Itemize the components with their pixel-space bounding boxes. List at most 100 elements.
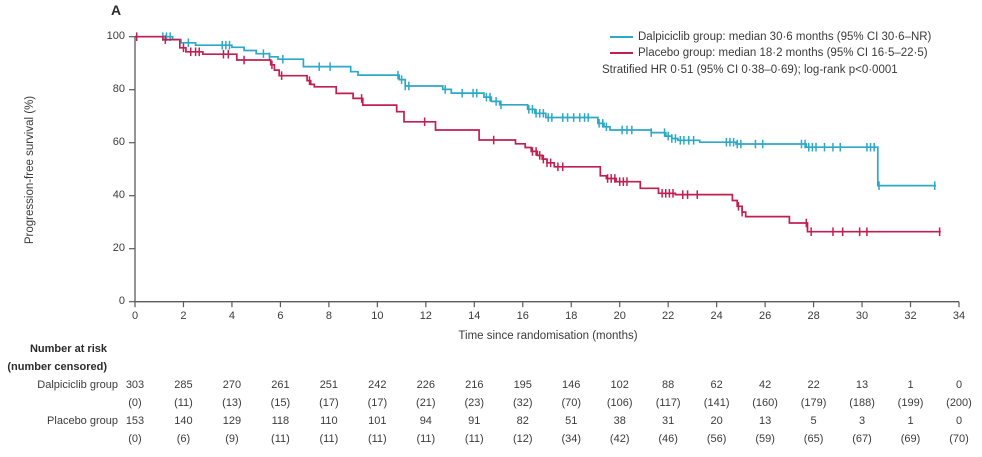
risk-table-header-line2: (number censored)	[7, 361, 107, 373]
risk-count-cell: 0	[955, 379, 963, 391]
panel-label: A	[111, 2, 122, 18]
y-tick-label: 20	[112, 242, 125, 255]
x-tick-label: 34	[952, 310, 966, 323]
risk-count-cell: 129	[222, 415, 242, 427]
risk-table-header-line1: Number at risk	[29, 343, 107, 355]
risk-row-label-placebo: Placebo group	[47, 415, 118, 427]
x-tick-label: 18	[565, 310, 578, 323]
x-tick-label: 6	[277, 310, 284, 323]
x-tick-label: 20	[613, 310, 626, 323]
risk-count-cell: 82	[516, 415, 529, 427]
risk-censored-cell: (11)	[271, 433, 290, 445]
x-tick-label: 26	[758, 310, 772, 323]
risk-count-cell: 226	[416, 379, 435, 391]
legend: Dalpiciclib group: median 30·6 months (9…	[602, 29, 931, 78]
risk-count-cell: 110	[320, 415, 338, 427]
x-tick-label: 8	[325, 310, 332, 323]
risk-censored-cell: (188)	[849, 397, 875, 409]
risk-censored-cell: (11)	[367, 433, 387, 445]
x-axis-title: Time since randomisation (months)	[458, 330, 638, 342]
risk-count-cell: 1	[907, 379, 914, 391]
y-tick-label: 40	[112, 189, 125, 202]
risk-censored-cell: (69)	[900, 433, 921, 445]
risk-count-cell: 94	[419, 415, 432, 427]
risk-censored-cell: (67)	[852, 433, 872, 445]
risk-censored-cell: (106)	[606, 397, 633, 409]
risk-censored-cell: (200)	[946, 397, 972, 409]
risk-censored-cell: (117)	[655, 397, 681, 409]
risk-count-cell: 88	[662, 379, 675, 391]
risk-count-cell: 91	[468, 415, 481, 427]
risk-count-cell: 153	[125, 415, 145, 427]
risk-censored-cell: (17)	[319, 397, 339, 409]
placebo-legend-label: Placebo group: median 18·2 months (95% C…	[638, 47, 928, 60]
risk-censored-cell: (23)	[464, 397, 485, 409]
x-tick-label: 22	[662, 310, 675, 323]
risk-censored-cell: (11)	[319, 433, 339, 445]
risk-count-cell: 0	[955, 415, 963, 427]
x-tick-label: 14	[468, 310, 481, 323]
risk-count-cell: 38	[613, 415, 626, 427]
risk-count-cell: 270	[222, 379, 242, 391]
risk-count-cell: 20	[710, 415, 723, 427]
legend-row-placebo: Placebo group: median 18·2 months (95% C…	[602, 45, 931, 61]
hr-logrank-label: Stratified HR 0·51 (95% CI 0·38–0·69); l…	[602, 63, 898, 76]
risk-censored-cell: (42)	[609, 433, 630, 445]
risk-count-cell: 51	[565, 415, 578, 427]
risk-censored-cell: (199)	[897, 397, 924, 409]
risk-censored-cell: (11)	[464, 433, 484, 445]
x-tick-label: 2	[180, 310, 187, 323]
x-tick-label: 24	[710, 310, 723, 323]
legend-row-dalpiciclib: Dalpiciclib group: median 30·6 months (9…	[602, 29, 931, 45]
risk-count-cell: 146	[562, 379, 581, 391]
risk-censored-cell: (46)	[658, 433, 678, 445]
risk-count-cell: 285	[174, 379, 193, 391]
risk-count-cell: 101	[368, 415, 387, 427]
risk-count-cell: 261	[271, 379, 290, 391]
risk-count-cell: 62	[710, 379, 723, 391]
y-tick-label: 0	[118, 295, 125, 308]
risk-count-cell: 31	[662, 415, 675, 427]
y-tick-label: 80	[112, 83, 125, 96]
y-tick-label: 60	[112, 136, 125, 149]
legend-row-stats: Stratified HR 0·51 (95% CI 0·38–0·69); l…	[602, 62, 931, 78]
risk-censored-cell: (0)	[128, 397, 142, 409]
x-tick-label: 16	[516, 310, 529, 323]
risk-censored-cell: (179)	[800, 397, 827, 409]
risk-count-cell: 140	[174, 415, 193, 427]
x-tick-label: 30	[855, 310, 869, 323]
risk-censored-cell: (21)	[416, 397, 436, 409]
risk-censored-cell: (141)	[703, 397, 730, 409]
risk-censored-cell: (56)	[706, 433, 727, 445]
km-curve-dalpiciclib	[135, 35, 936, 187]
risk-censored-cell: (34)	[561, 433, 582, 445]
risk-count-cell: 22	[807, 379, 820, 391]
risk-censored-cell: (0)	[128, 433, 142, 445]
risk-censored-cell: (11)	[174, 397, 193, 409]
risk-censored-cell: (6)	[176, 433, 191, 445]
x-tick-label: 4	[228, 310, 235, 323]
risk-count-cell: 1	[907, 415, 914, 427]
x-tick-label: 12	[419, 310, 432, 323]
risk-censored-cell: (70)	[561, 397, 582, 409]
risk-count-cell: 195	[513, 379, 532, 391]
dalpiciclib-line-swatch	[610, 36, 633, 39]
risk-censored-cell: (59)	[755, 433, 775, 445]
risk-count-cell: 303	[125, 379, 145, 391]
risk-count-cell: 102	[610, 379, 629, 391]
risk-count-cell: 42	[758, 379, 772, 391]
risk-censored-cell: (9)	[225, 433, 239, 445]
dalpiciclib-legend-label: Dalpiciclib group: median 30·6 months (9…	[638, 31, 932, 44]
risk-count-cell: 3	[858, 415, 866, 427]
risk-count-cell: 118	[271, 415, 290, 427]
x-tick-label: 32	[904, 310, 917, 323]
placebo-line-swatch	[610, 52, 633, 55]
risk-censored-cell: (32)	[512, 397, 533, 409]
x-tick-label: 0	[131, 310, 139, 323]
risk-count-cell: 13	[758, 415, 772, 427]
risk-count-cell: 216	[465, 379, 484, 391]
x-tick-label: 10	[371, 310, 384, 323]
risk-censored-cell: (12)	[512, 433, 533, 445]
